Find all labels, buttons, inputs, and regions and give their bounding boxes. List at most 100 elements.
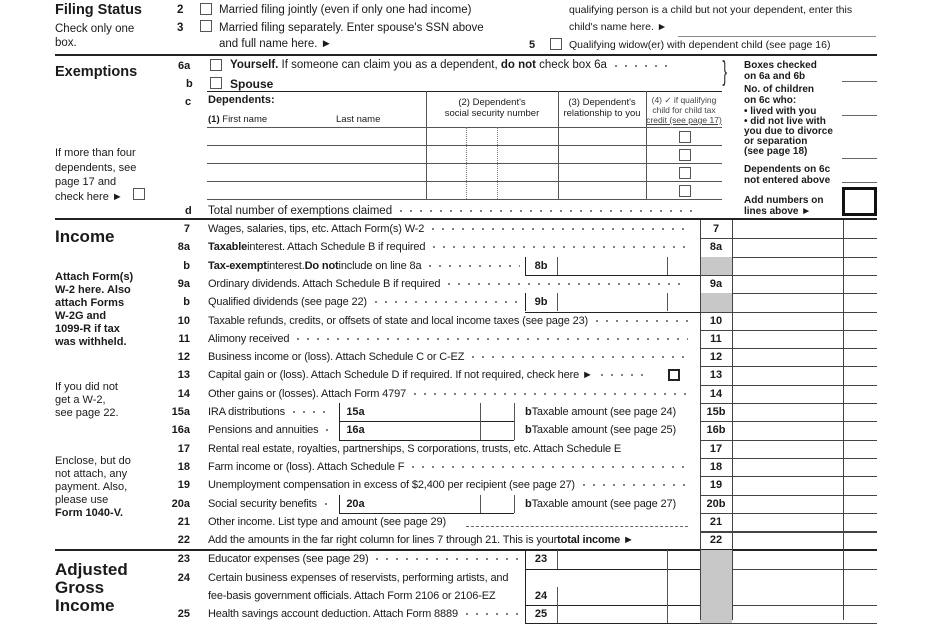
shaded-cell (700, 256, 732, 276)
capital-gain-checkbox[interactable] (668, 369, 680, 382)
small-amount-field[interactable] (372, 403, 480, 421)
cents-field[interactable] (843, 385, 877, 403)
side-not-live: • did not live with you due to divorce or … (744, 117, 833, 157)
text-segment: interest. Attach Schedule B if required (247, 241, 426, 254)
cents-field[interactable] (843, 495, 877, 513)
relationship-field[interactable] (559, 128, 646, 145)
amount-field[interactable] (732, 366, 843, 384)
married-separately-label: Married filing separately. Enter spouse'… (219, 22, 484, 34)
amount-field[interactable] (732, 238, 843, 256)
child-tax-credit-checkbox[interactable] (679, 149, 691, 161)
child-tax-credit-checkbox[interactable] (679, 131, 691, 143)
note-line: If more than four (55, 147, 136, 159)
line-number: 13 (177, 369, 190, 382)
inner-amount-field[interactable] (558, 293, 667, 311)
dot-leader (320, 501, 328, 506)
dot-leader (428, 227, 688, 231)
amount-field[interactable] (732, 513, 843, 531)
cents-field[interactable] (843, 476, 877, 494)
cents-field[interactable] (843, 238, 877, 256)
cents-field[interactable] (843, 531, 877, 549)
text-segment: Tax-exempt (208, 259, 267, 272)
cents-field[interactable] (843, 220, 877, 238)
relationship-field[interactable] (559, 146, 646, 163)
amount-field[interactable] (732, 348, 843, 366)
col-divider (426, 91, 427, 200)
cents-field[interactable] (843, 440, 877, 458)
first-name-field[interactable] (207, 164, 426, 181)
other-income-field[interactable] (466, 517, 688, 527)
child-tax-credit-checkbox[interactable] (679, 167, 691, 179)
amount-field[interactable] (732, 476, 843, 494)
amount-field[interactable] (732, 385, 843, 403)
dependents-not-entered-field[interactable] (842, 182, 877, 183)
amount-field[interactable] (732, 531, 843, 549)
qualifying-widow-checkbox[interactable] (550, 38, 562, 50)
amount-field[interactable] (732, 403, 843, 421)
cents-field[interactable] (843, 366, 877, 384)
section-divider (55, 549, 877, 552)
married-jointly-checkbox[interactable] (200, 3, 212, 15)
side-line: you due to divorce (744, 126, 833, 137)
column-line (732, 220, 733, 620)
amount-field[interactable] (732, 220, 843, 238)
amount-field[interactable] (732, 275, 843, 293)
row-line (700, 384, 877, 386)
row-line (700, 421, 877, 423)
first-name-field[interactable] (207, 146, 426, 163)
ssn-field[interactable] (427, 128, 558, 145)
child-tax-credit-checkbox[interactable] (679, 185, 691, 197)
more-dependents-checkbox[interactable] (133, 188, 145, 200)
amount-field[interactable] (732, 421, 843, 439)
inner-amount-field[interactable] (558, 257, 667, 275)
cents-field[interactable] (843, 458, 877, 476)
taxable-amount-label: b Taxable amount (see page 24) (525, 406, 676, 418)
inner-box-label: 24 (534, 589, 548, 602)
not-live-field[interactable] (842, 158, 877, 159)
enclose-note: Enclose, but do not attach, any payment. A… (55, 455, 131, 520)
first-name-field[interactable] (207, 182, 426, 199)
line-number: 7 (183, 223, 190, 235)
cents-field[interactable] (843, 513, 877, 531)
spouse-checkbox[interactable] (210, 77, 222, 89)
line-description: Add the amounts in the far right column … (208, 534, 688, 546)
yourself-checkbox[interactable] (210, 59, 222, 71)
amount-field[interactable] (732, 330, 843, 348)
relationship-field[interactable] (559, 182, 646, 199)
relationship-field[interactable] (559, 164, 646, 181)
amount-field[interactable] (732, 312, 843, 330)
b-marker: b (525, 406, 532, 418)
line-number: 18 (177, 460, 190, 473)
dot-leader (408, 464, 688, 469)
inner-amount-field[interactable] (558, 550, 667, 568)
line-number: 20a (171, 497, 190, 510)
cents-field[interactable] (843, 275, 877, 293)
line-number: d (185, 205, 192, 217)
cents-field[interactable] (843, 312, 877, 330)
dependents-label: Dependents: (208, 94, 275, 106)
child-name-field[interactable] (678, 36, 876, 37)
inner-amount-field[interactable] (558, 587, 667, 605)
text-segment: Social security benefits (208, 497, 317, 510)
boxes-checked-field[interactable] (842, 81, 877, 82)
text-segment: Do not (304, 259, 339, 272)
ssn-field[interactable] (427, 164, 558, 181)
cents-field[interactable] (843, 330, 877, 348)
married-separately-checkbox[interactable] (200, 20, 212, 32)
note-line: dependents, see (55, 161, 137, 174)
small-amount-field[interactable] (372, 421, 480, 439)
lived-with-field[interactable] (842, 115, 877, 116)
line-box-label: 22 (709, 534, 723, 547)
amount-field[interactable] (732, 495, 843, 513)
amount-field[interactable] (732, 440, 843, 458)
total-exemptions-box[interactable] (842, 187, 877, 216)
ssn-field[interactable] (427, 182, 558, 199)
amount-field[interactable] (732, 458, 843, 476)
small-amount-field[interactable] (372, 495, 480, 513)
first-name-field[interactable] (207, 128, 426, 145)
col-last-name: Last name (336, 114, 381, 125)
ssn-field[interactable] (427, 146, 558, 163)
cents-field[interactable] (843, 348, 877, 366)
cents-field[interactable] (843, 403, 877, 421)
cents-field[interactable] (843, 421, 877, 439)
